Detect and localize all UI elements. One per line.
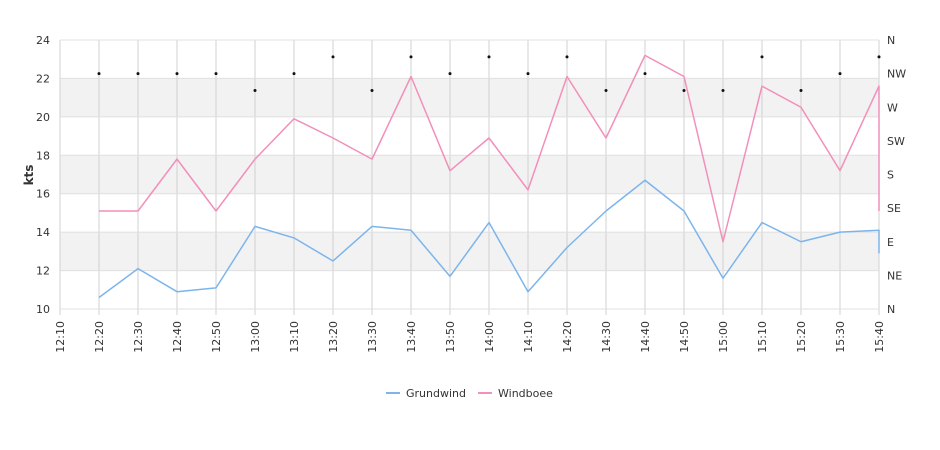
y-tick-label: 22 xyxy=(36,72,50,85)
direction-marker xyxy=(214,72,218,76)
x-tick-label: 13:20 xyxy=(327,321,340,353)
x-tick-label: 14:20 xyxy=(561,321,574,353)
y-tick-label: 14 xyxy=(36,226,50,239)
x-tick-label: 12:40 xyxy=(171,321,184,353)
series-line-grundwind xyxy=(98,179,880,299)
direction-marker xyxy=(136,72,140,76)
x-tick-label: 15:30 xyxy=(834,321,847,353)
direction-marker xyxy=(682,88,686,92)
direction-marker xyxy=(331,55,335,59)
x-tick-label: 12:10 xyxy=(54,321,67,353)
x-tick-label: 13:40 xyxy=(405,321,418,353)
x-tick-label: 14:00 xyxy=(483,321,496,353)
legend-label: Grundwind xyxy=(406,387,466,400)
x-tick-label: 15:40 xyxy=(873,321,886,353)
x-tick-label: 14:30 xyxy=(600,321,613,353)
plot-band xyxy=(60,232,879,271)
y-axis-title: kts xyxy=(22,165,36,186)
x-tick-label: 12:50 xyxy=(210,321,223,353)
direction-marker xyxy=(565,55,569,59)
y-tick-label: 18 xyxy=(36,149,50,162)
direction-marker xyxy=(253,88,257,92)
direction-tick-label: S xyxy=(887,169,894,182)
direction-marker xyxy=(292,72,296,76)
y-tick-label: 24 xyxy=(36,34,50,47)
direction-marker xyxy=(799,88,803,92)
direction-tick-label: N xyxy=(887,303,895,316)
legend-item-windboee[interactable]: Windboee xyxy=(478,387,553,400)
series-line-windboee xyxy=(99,54,880,243)
direction-marker xyxy=(760,55,764,59)
direction-tick-label: NW xyxy=(887,68,906,81)
direction-marker xyxy=(526,72,530,76)
legend-label: Windboee xyxy=(498,387,553,400)
horizontal-grid xyxy=(60,39,879,310)
direction-markers xyxy=(97,55,881,92)
x-tick-label: 15:10 xyxy=(756,321,769,353)
direction-marker xyxy=(175,72,179,76)
x-tick-label: 12:30 xyxy=(132,321,145,353)
direction-tick-label: SW xyxy=(887,135,905,148)
x-axis: 12:10 12:20 12:30 12:40 12:50 13:00 13:10 13:20… xyxy=(54,321,886,353)
x-tick-label: 13:00 xyxy=(249,321,262,353)
y-tick-label: 16 xyxy=(36,188,50,201)
direction-marker xyxy=(838,72,842,76)
direction-tick-label: SE xyxy=(887,202,901,215)
y-tick-label: 10 xyxy=(36,303,50,316)
legend-item-grundwind[interactable]: Grundwind xyxy=(386,387,466,400)
direction-marker xyxy=(643,72,647,76)
y-axis-right-direction: N NE E SE S SW W NW N xyxy=(887,34,906,316)
legend[interactable]: Grundwind Windboee xyxy=(386,387,553,400)
direction-marker xyxy=(721,88,725,92)
y-tick-label: 12 xyxy=(36,265,50,278)
series-lines xyxy=(98,54,880,299)
x-tick-label: 14:50 xyxy=(678,321,691,353)
plot-band xyxy=(60,78,879,117)
direction-marker xyxy=(877,55,881,59)
direction-marker xyxy=(370,88,374,92)
direction-tick-label: N xyxy=(887,34,895,47)
direction-marker xyxy=(448,72,452,76)
direction-marker xyxy=(604,88,608,92)
direction-tick-label: E xyxy=(887,236,894,249)
x-tick-label: 14:10 xyxy=(522,321,535,353)
x-tick-label: 15:20 xyxy=(795,321,808,353)
y-axis-left: 10 12 14 16 18 20 22 24 xyxy=(36,34,50,316)
direction-tick-label: W xyxy=(887,101,898,114)
y-tick-label: 20 xyxy=(36,111,50,124)
direction-marker xyxy=(97,72,101,76)
x-tick-label: 15:00 xyxy=(717,321,730,353)
x-tick-label: 13:10 xyxy=(288,321,301,353)
x-tick-label: 13:50 xyxy=(444,321,457,353)
direction-marker xyxy=(409,55,413,59)
direction-marker xyxy=(487,55,491,59)
x-tick-label: 14:40 xyxy=(639,321,652,353)
x-tick-label: 13:30 xyxy=(366,321,379,353)
plot-band xyxy=(60,155,879,194)
x-tick-label: 12:20 xyxy=(93,321,106,353)
direction-tick-label: NE xyxy=(887,269,902,282)
